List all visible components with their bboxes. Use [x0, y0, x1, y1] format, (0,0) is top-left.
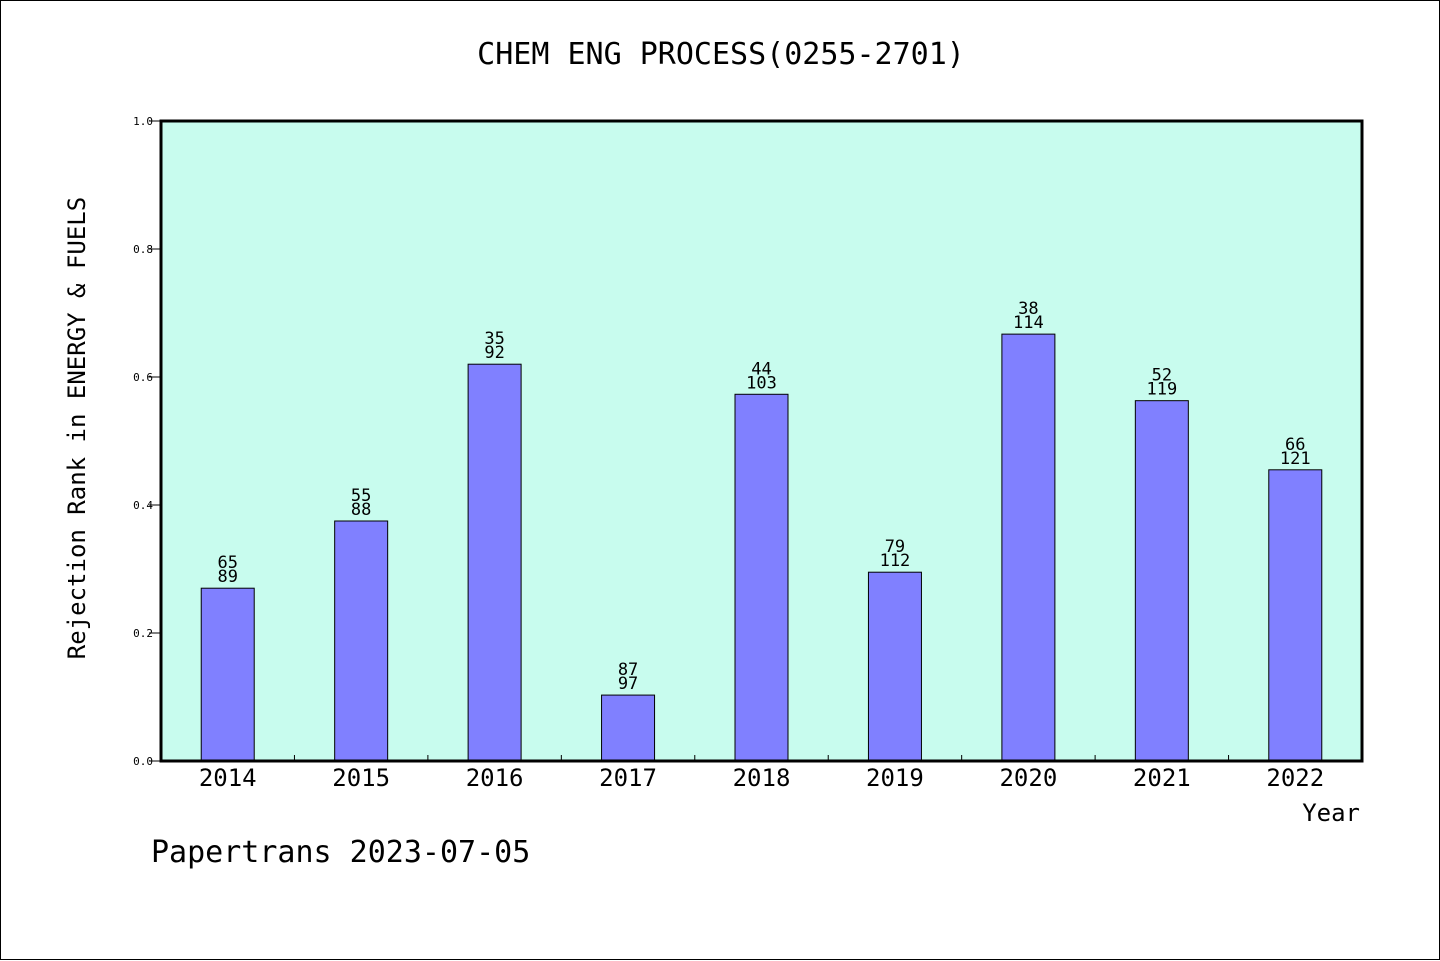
bar-label-bottom: 119: [1146, 380, 1177, 400]
bar-label-bottom: 103: [746, 373, 777, 393]
bar-label-bottom: 88: [351, 500, 371, 520]
x-tick-label: 2016: [466, 764, 524, 792]
bar-2015: [335, 521, 388, 761]
x-tick-label: 2019: [866, 764, 924, 792]
bar-2018: [735, 394, 788, 761]
bar-2014: [201, 588, 254, 761]
x-tick-label: 2014: [199, 764, 257, 792]
x-tick-label: 2022: [1266, 764, 1324, 792]
bar-label-bottom: 92: [484, 343, 504, 363]
x-tick-label: 2020: [999, 764, 1057, 792]
bar-label-bottom: 114: [1013, 313, 1044, 333]
bar-label-bottom: 89: [217, 567, 237, 587]
bar-label-bottom: 112: [880, 551, 911, 571]
x-tick-label: 2015: [332, 764, 390, 792]
bar-label-bottom: 97: [618, 674, 638, 694]
y-tick-label: 0.2: [133, 627, 153, 640]
footer-text: Papertrans 2023-07-05: [151, 835, 530, 870]
bar-label-bottom: 121: [1280, 449, 1311, 469]
y-tick-label: 0.0: [133, 755, 153, 768]
y-tick-label: 0.4: [133, 499, 153, 512]
x-axis-label: Year: [1302, 799, 1360, 827]
bar-2019: [868, 572, 921, 761]
bar-2017: [602, 695, 655, 761]
x-tick-label: 2021: [1133, 764, 1191, 792]
bar-2020: [1002, 334, 1055, 761]
x-tick-label: 2017: [599, 764, 657, 792]
x-tick-label: 2018: [733, 764, 791, 792]
y-tick-label: 1.0: [133, 115, 153, 128]
y-tick-label: 0.6: [133, 371, 153, 384]
bar-2016: [468, 364, 521, 761]
y-axis-label: Rejection Rank in ENERGY & FUELS: [63, 197, 91, 659]
bar-2021: [1135, 401, 1188, 761]
bar-2022: [1269, 470, 1322, 761]
y-tick-label: 0.8: [133, 243, 153, 256]
